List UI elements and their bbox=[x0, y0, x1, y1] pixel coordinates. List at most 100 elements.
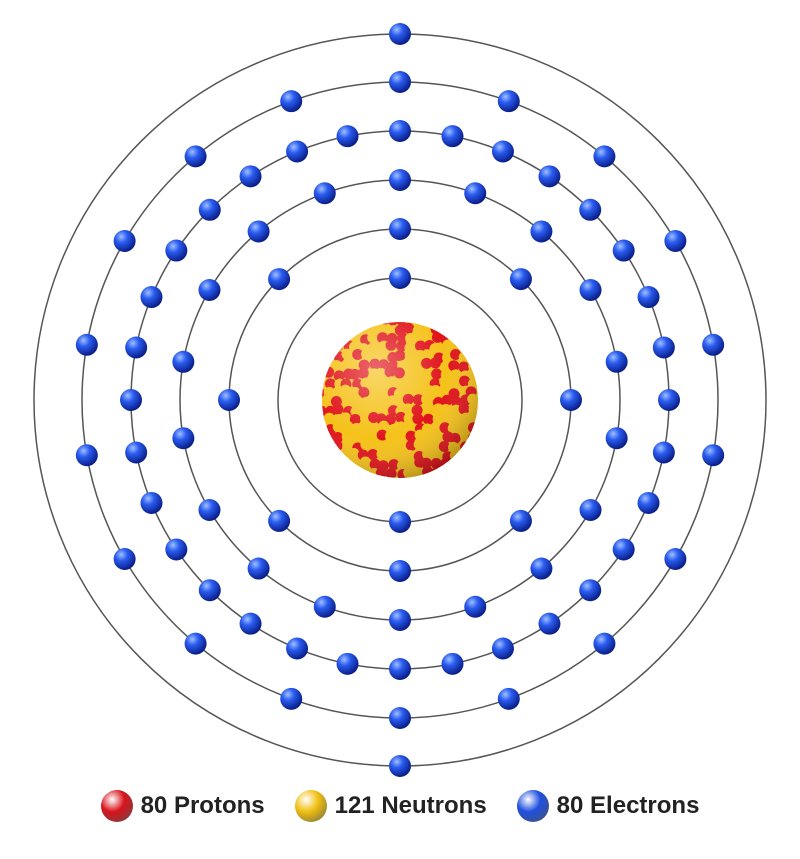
electron bbox=[125, 441, 148, 464]
proton-ball-icon bbox=[100, 790, 133, 822]
electron bbox=[497, 687, 520, 710]
proton-count: 80 bbox=[140, 792, 168, 819]
electron bbox=[313, 595, 336, 618]
electron bbox=[530, 557, 553, 580]
electron bbox=[389, 755, 411, 777]
electron bbox=[441, 125, 464, 148]
legend-electrons: 80 Electrons bbox=[516, 790, 700, 822]
electron bbox=[172, 350, 195, 373]
electron bbox=[140, 286, 163, 309]
legend-neutrons: 121 Neutrons bbox=[294, 790, 487, 822]
electron bbox=[389, 511, 411, 533]
electron bbox=[280, 687, 303, 710]
electron bbox=[247, 220, 270, 243]
electron bbox=[560, 389, 582, 411]
electron bbox=[198, 499, 221, 521]
electron bbox=[538, 165, 561, 188]
electron bbox=[239, 612, 262, 635]
electron bbox=[165, 239, 188, 262]
electron bbox=[464, 182, 487, 205]
legend-protons: 80 Protons bbox=[100, 790, 265, 822]
electron bbox=[140, 491, 163, 514]
electron bbox=[509, 268, 532, 291]
electron bbox=[268, 509, 291, 532]
electron bbox=[664, 230, 687, 252]
electron bbox=[75, 333, 98, 356]
electron bbox=[198, 579, 221, 602]
electron bbox=[268, 268, 291, 291]
electron bbox=[612, 538, 635, 561]
electron bbox=[652, 336, 675, 359]
electron bbox=[247, 557, 270, 580]
electron bbox=[702, 444, 725, 467]
electron bbox=[336, 125, 359, 148]
electron bbox=[389, 707, 411, 729]
electron bbox=[313, 182, 336, 205]
electron bbox=[389, 120, 411, 142]
nucleus-shading bbox=[322, 322, 478, 478]
electron bbox=[389, 658, 411, 680]
electron bbox=[198, 198, 221, 221]
electron bbox=[530, 220, 553, 243]
electron bbox=[389, 218, 411, 240]
electron bbox=[593, 145, 616, 168]
electron bbox=[239, 165, 262, 188]
electron bbox=[120, 389, 142, 411]
electron bbox=[579, 499, 602, 521]
electron bbox=[389, 609, 411, 631]
electron bbox=[75, 444, 98, 467]
legend: 80 Protons 121 Neutrons 80 Electrons bbox=[0, 790, 800, 822]
electron bbox=[637, 286, 660, 309]
proton bbox=[322, 350, 334, 362]
electron bbox=[389, 169, 411, 191]
electron-label: Electrons bbox=[590, 792, 700, 819]
electron bbox=[286, 140, 309, 163]
neutron bbox=[322, 375, 325, 387]
electrons bbox=[75, 23, 725, 777]
electron bbox=[389, 267, 411, 289]
electron bbox=[389, 560, 411, 582]
electron bbox=[113, 548, 136, 570]
electron bbox=[605, 427, 628, 450]
electron bbox=[702, 333, 725, 356]
neutron-count: 121 bbox=[334, 792, 375, 819]
electron bbox=[389, 23, 411, 45]
electron bbox=[579, 579, 602, 602]
neutron-label: Neutrons bbox=[381, 792, 487, 819]
electron bbox=[509, 509, 532, 532]
electron bbox=[184, 145, 207, 168]
electron bbox=[464, 595, 487, 618]
electron bbox=[218, 389, 240, 411]
electron bbox=[491, 140, 514, 163]
electron bbox=[579, 279, 602, 301]
electron bbox=[165, 538, 188, 561]
electron bbox=[612, 239, 635, 262]
electron bbox=[658, 389, 680, 411]
electron bbox=[538, 612, 561, 635]
neutron-ball-icon bbox=[294, 790, 327, 822]
electron bbox=[184, 632, 207, 655]
electron bbox=[286, 637, 309, 660]
neutron bbox=[351, 322, 363, 333]
electron bbox=[491, 637, 514, 660]
electron bbox=[389, 71, 411, 93]
electron bbox=[172, 427, 195, 450]
electron bbox=[125, 336, 148, 359]
atom-diagram bbox=[33, 23, 767, 777]
electron bbox=[441, 652, 464, 675]
electron bbox=[198, 279, 221, 301]
electron bbox=[280, 90, 303, 113]
electron bbox=[593, 632, 616, 655]
proton-label: Protons bbox=[173, 792, 265, 819]
electron bbox=[113, 230, 136, 252]
neutron bbox=[340, 458, 352, 470]
electron-ball-icon bbox=[516, 790, 549, 822]
electron-count: 80 bbox=[556, 792, 584, 819]
electron bbox=[637, 491, 660, 514]
electron bbox=[664, 548, 687, 570]
electron bbox=[497, 90, 520, 113]
electron bbox=[605, 350, 628, 373]
electron bbox=[579, 198, 602, 221]
electron bbox=[336, 652, 359, 675]
neutron bbox=[459, 340, 471, 352]
